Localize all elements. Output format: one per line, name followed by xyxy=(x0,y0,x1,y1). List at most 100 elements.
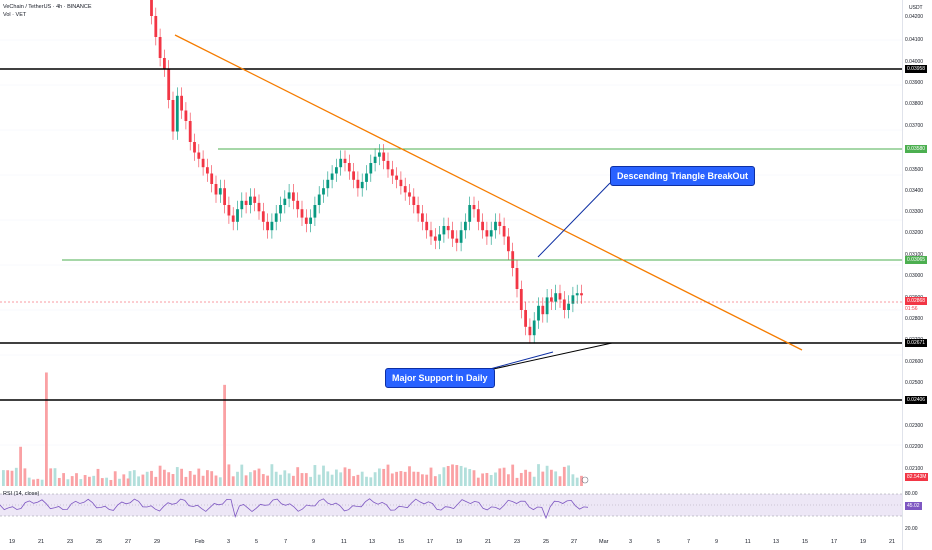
candle[interactable] xyxy=(502,226,506,237)
candle[interactable] xyxy=(360,181,364,189)
price-chart[interactable] xyxy=(0,0,902,550)
candle[interactable] xyxy=(416,205,420,214)
candle[interactable] xyxy=(580,293,583,296)
candle[interactable] xyxy=(343,158,347,163)
candle[interactable] xyxy=(167,68,171,101)
candle[interactable] xyxy=(524,310,527,327)
candle[interactable] xyxy=(545,297,549,315)
candle[interactable] xyxy=(451,230,454,239)
support-trendline[interactable] xyxy=(474,342,613,374)
candle[interactable] xyxy=(541,305,545,315)
candle[interactable] xyxy=(352,171,355,180)
candle[interactable] xyxy=(412,196,416,205)
candle[interactable] xyxy=(292,192,295,201)
candle[interactable] xyxy=(274,213,278,222)
candle[interactable] xyxy=(386,160,390,170)
candle[interactable] xyxy=(528,326,532,336)
candle[interactable] xyxy=(395,175,398,180)
candle[interactable] xyxy=(304,217,308,224)
candle[interactable] xyxy=(193,142,196,153)
candle[interactable] xyxy=(390,169,394,176)
candle[interactable] xyxy=(498,221,502,226)
candle[interactable] xyxy=(309,217,312,224)
candle[interactable] xyxy=(330,173,334,180)
candle[interactable] xyxy=(433,236,437,241)
candle[interactable] xyxy=(507,236,510,252)
candle[interactable] xyxy=(571,295,575,304)
candle[interactable] xyxy=(197,152,201,159)
candle[interactable] xyxy=(403,186,407,193)
candle[interactable] xyxy=(421,213,424,222)
candle[interactable] xyxy=(150,0,153,16)
candle[interactable] xyxy=(184,110,188,122)
candle[interactable] xyxy=(347,163,351,172)
breakout-callout[interactable]: Descending Triangle BreakOut xyxy=(610,166,756,186)
candle[interactable] xyxy=(253,196,257,203)
candle[interactable] xyxy=(429,230,433,237)
candle[interactable] xyxy=(567,303,570,310)
candle[interactable] xyxy=(188,121,192,142)
candle[interactable] xyxy=(218,188,222,195)
candle[interactable] xyxy=(175,95,179,132)
candle[interactable] xyxy=(244,200,248,205)
candle[interactable] xyxy=(227,205,231,216)
candle[interactable] xyxy=(476,209,480,222)
candle[interactable] xyxy=(481,221,484,231)
candle[interactable] xyxy=(339,158,343,168)
candle[interactable] xyxy=(283,198,287,205)
candle[interactable] xyxy=(489,230,493,237)
candle[interactable] xyxy=(287,192,291,199)
candle[interactable] xyxy=(519,289,523,310)
candle[interactable] xyxy=(300,209,304,218)
candle[interactable] xyxy=(154,16,158,37)
candle[interactable] xyxy=(455,238,459,243)
candle[interactable] xyxy=(468,205,472,222)
candle[interactable] xyxy=(296,200,300,210)
candle[interactable] xyxy=(266,221,269,231)
candle[interactable] xyxy=(446,226,450,231)
candle[interactable] xyxy=(399,179,403,187)
candle[interactable] xyxy=(201,158,205,168)
candle[interactable] xyxy=(313,205,317,218)
candle[interactable] xyxy=(257,202,261,212)
candle[interactable] xyxy=(494,221,497,231)
candle[interactable] xyxy=(537,305,540,321)
candle[interactable] xyxy=(550,297,553,302)
candle[interactable] xyxy=(210,173,214,185)
candle[interactable] xyxy=(249,196,252,205)
candle[interactable] xyxy=(442,226,446,235)
candle[interactable] xyxy=(236,209,239,222)
symbol-title[interactable]: VeChain / TetherUS · 4h · BINANCE xyxy=(3,4,92,10)
candle[interactable] xyxy=(279,205,282,214)
candle[interactable] xyxy=(163,58,166,69)
support-callout[interactable]: Major Support in Daily xyxy=(385,368,495,388)
candle[interactable] xyxy=(438,234,441,241)
candle[interactable] xyxy=(485,230,489,237)
candle[interactable] xyxy=(562,299,566,311)
candle[interactable] xyxy=(240,200,244,210)
candle[interactable] xyxy=(554,293,558,302)
candle[interactable] xyxy=(335,167,338,174)
candle[interactable] xyxy=(223,188,226,205)
candle[interactable] xyxy=(317,194,321,206)
candle[interactable] xyxy=(231,215,235,222)
rsi-pane[interactable] xyxy=(0,488,902,534)
candle[interactable] xyxy=(180,95,183,111)
candle[interactable] xyxy=(365,173,368,182)
candle[interactable] xyxy=(378,152,381,157)
candle[interactable] xyxy=(464,221,467,231)
candle[interactable] xyxy=(326,179,330,189)
price-axis[interactable] xyxy=(902,0,932,550)
candle[interactable] xyxy=(382,152,386,161)
candle[interactable] xyxy=(369,163,373,174)
candle[interactable] xyxy=(575,293,579,296)
candle[interactable] xyxy=(171,100,175,132)
candle[interactable] xyxy=(261,211,265,222)
candle[interactable] xyxy=(214,184,218,195)
candle[interactable] xyxy=(322,188,325,195)
candle[interactable] xyxy=(158,37,162,58)
alert-circle-icon[interactable] xyxy=(581,476,589,484)
candle[interactable] xyxy=(356,179,360,189)
candle[interactable] xyxy=(558,293,562,300)
candle[interactable] xyxy=(532,320,536,336)
